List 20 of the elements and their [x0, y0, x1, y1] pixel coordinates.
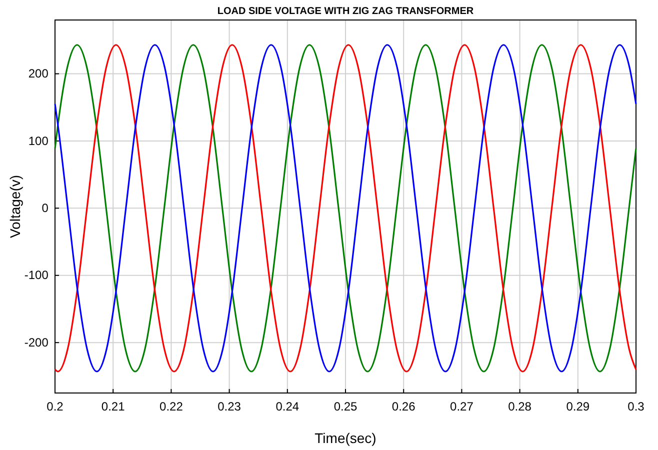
y-tick-label: 200 [28, 66, 49, 81]
x-tick-label: 0.24 [276, 399, 300, 414]
x-axis-title: Time(sec) [314, 430, 376, 446]
x-tick-label: 0.25 [334, 399, 358, 414]
x-tick-label: 0.22 [160, 399, 184, 414]
chart-title: LOAD SIDE VOLTAGE WITH ZIG ZAG TRANSFORMER [217, 6, 474, 17]
y-tick-label: 0 [42, 201, 49, 216]
x-tick-label: 0.3 [628, 399, 645, 414]
x-tick-label: 0.26 [392, 399, 416, 414]
y-tick-label: -200 [24, 335, 49, 350]
y-tick-label: -100 [24, 268, 49, 282]
line-series [54, 44, 637, 372]
x-tick-label: 0.2 [46, 399, 64, 414]
y-axis-title: Voltage(v) [7, 174, 23, 238]
x-tick-label: 0.27 [450, 399, 474, 414]
x-tick-label: 0.29 [566, 399, 590, 414]
x-tick-label: 0.21 [101, 399, 126, 414]
x-tick-label: 0.28 [508, 399, 532, 414]
y-tick-label: 100 [28, 134, 49, 148]
x-tick-label: 0.23 [218, 399, 242, 414]
